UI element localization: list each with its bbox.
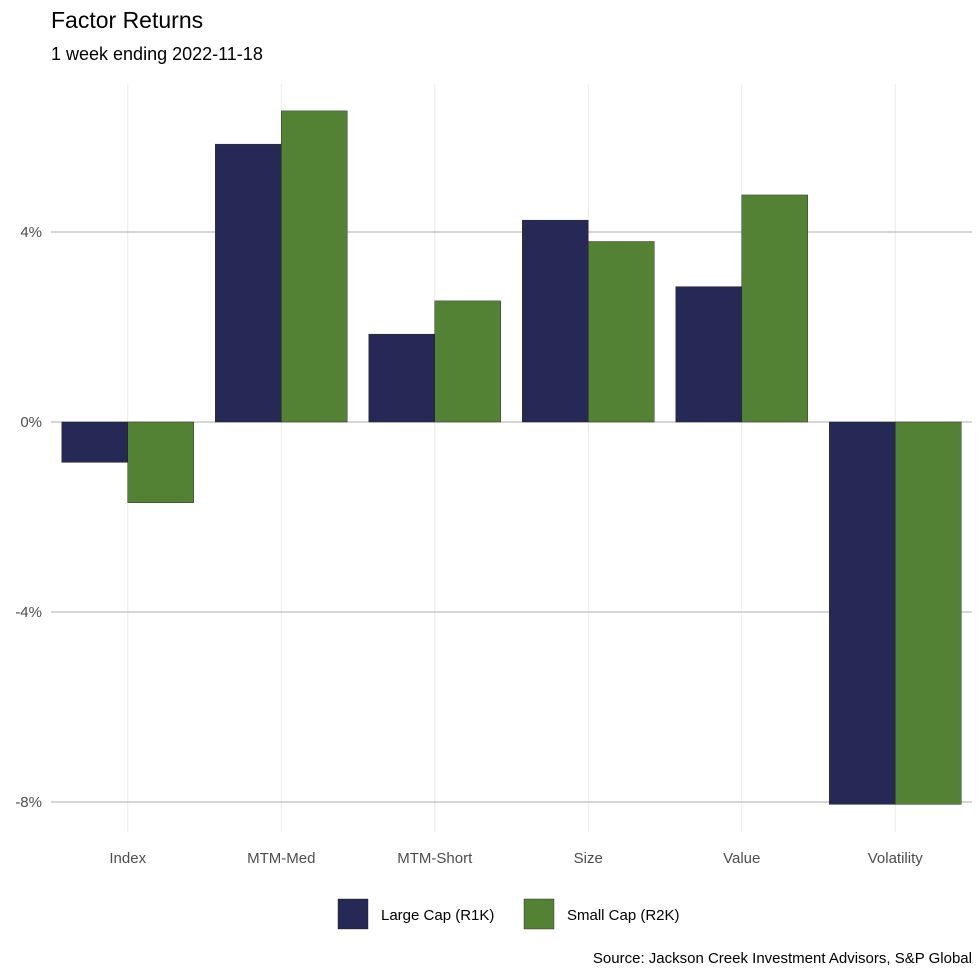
bar-value-small-cap: [741, 194, 808, 423]
source-caption: Source: Jackson Creek Investment Advisor…: [592, 950, 972, 967]
legend-label-large-cap: Large Cap (R1K): [381, 907, 494, 924]
y-axis-tick-labels: -8% -4% 0% 4%: [15, 224, 42, 811]
bar-size-small-cap: [588, 241, 655, 423]
bar-mtm-short-large-cap: [368, 333, 435, 423]
x-tick-label-index: Index: [109, 850, 146, 867]
bar-volatility-large-cap: [829, 421, 896, 805]
bar-mtm-med-large-cap: [215, 143, 282, 423]
y-tick-label: -8%: [15, 794, 42, 811]
x-tick-label-mtm-med: MTM-Med: [247, 850, 315, 867]
x-axis-tick-labels: Index MTM-Med MTM-Short Size Value Volatility: [109, 850, 923, 867]
x-tick-label-volatility: Volatility: [868, 850, 924, 867]
chart-subtitle: 1 week ending 2022-11-18: [51, 44, 263, 64]
legend-key-small-cap: [523, 898, 555, 930]
legend: Large Cap (R1K) Small Cap (R2K): [337, 898, 680, 930]
bar-index-small-cap: [127, 421, 194, 503]
x-tick-label-value: Value: [723, 850, 760, 867]
y-tick-label: 4%: [20, 224, 42, 241]
bar-volatility-small-cap: [895, 421, 962, 805]
x-tick-label-mtm-short: MTM-Short: [397, 850, 473, 867]
y-tick-label: 0%: [20, 414, 42, 431]
bar-index-large-cap: [61, 421, 128, 463]
y-tick-label: -4%: [15, 604, 42, 621]
bar-size-large-cap: [522, 219, 589, 423]
chart-title: Factor Returns: [51, 7, 204, 33]
bar-mtm-med-small-cap: [281, 110, 348, 423]
x-tick-label-size: Size: [574, 850, 603, 867]
bars: [61, 110, 962, 805]
legend-label-small-cap: Small Cap (R2K): [567, 907, 680, 924]
bar-value-large-cap: [675, 286, 742, 423]
bar-mtm-short-small-cap: [434, 300, 501, 423]
legend-key-large-cap: [337, 898, 369, 930]
